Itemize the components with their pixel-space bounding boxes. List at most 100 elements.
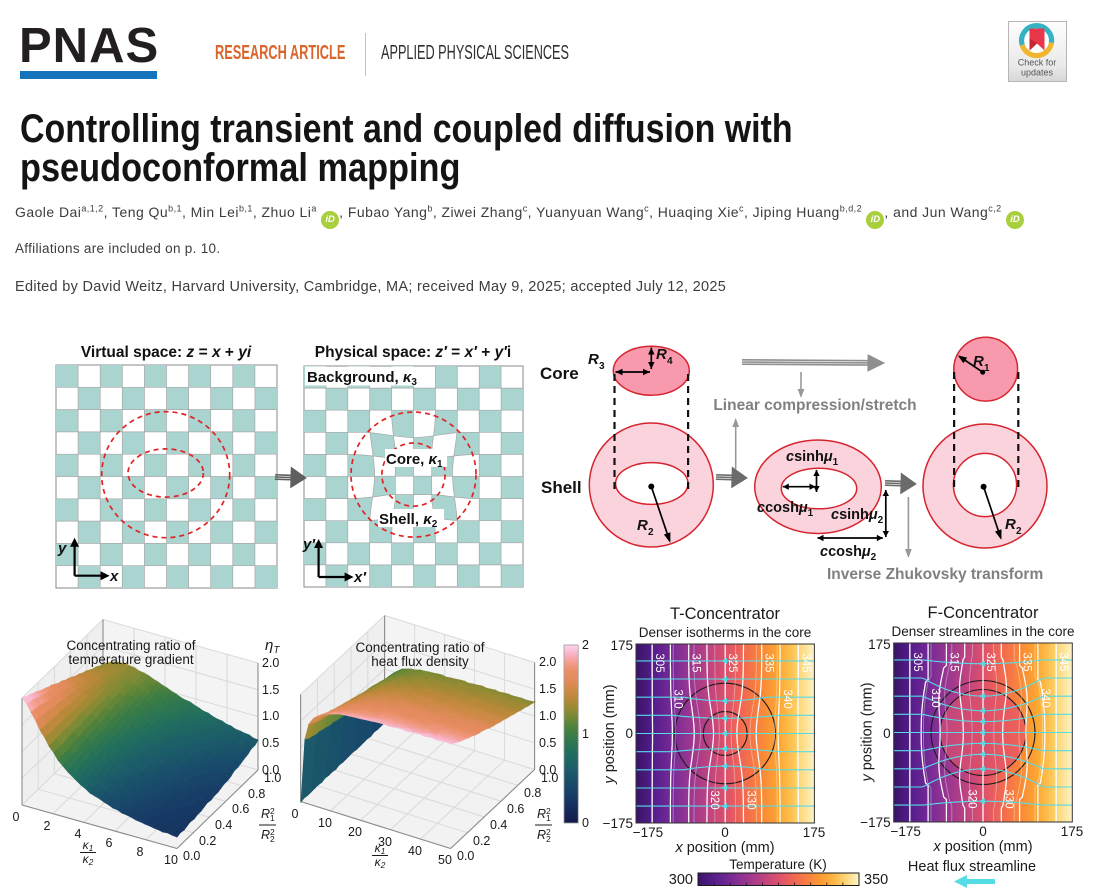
svg-text:0.0: 0.0 <box>183 849 200 863</box>
svg-text:updates: updates <box>1021 68 1054 78</box>
svg-text:1.5: 1.5 <box>539 682 556 696</box>
svg-text:330: 330 <box>745 790 757 809</box>
svg-text:x position (mm): x position (mm) <box>932 839 1032 855</box>
svg-text:Denser isotherms in the core: Denser isotherms in the core <box>639 625 812 640</box>
svg-text:0: 0 <box>292 807 299 821</box>
svg-text:320: 320 <box>708 790 720 809</box>
svg-text:Heat flux streamline: Heat flux streamline <box>908 859 1036 875</box>
svg-text:2.0: 2.0 <box>539 655 556 669</box>
svg-text:175: 175 <box>868 637 891 652</box>
svg-text:temperature gradient: temperature gradient <box>68 652 194 667</box>
svg-text:−175: −175 <box>860 815 890 830</box>
svg-text:2: 2 <box>582 638 589 652</box>
svg-text:2: 2 <box>546 827 551 837</box>
svg-text:R: R <box>973 353 984 370</box>
svg-text:8: 8 <box>137 845 144 859</box>
svg-text:κ1: κ1 <box>83 838 94 853</box>
svg-text:2: 2 <box>44 819 51 833</box>
svg-text:345: 345 <box>1057 652 1069 671</box>
svg-text:y: y <box>57 540 67 557</box>
svg-text:20: 20 <box>348 825 362 839</box>
svg-text:315: 315 <box>690 653 702 672</box>
svg-text:Linear compression/stretch: Linear compression/stretch <box>713 397 916 414</box>
svg-text:0.0: 0.0 <box>539 763 556 777</box>
svg-text:κ2: κ2 <box>375 855 386 870</box>
svg-text:2: 2 <box>546 834 551 844</box>
svg-text:Inverse Zhukovsky transform: Inverse Zhukovsky transform <box>827 566 1043 583</box>
svg-text:Check for: Check for <box>1018 58 1057 68</box>
svg-text:y position (mm): y position (mm) <box>860 682 876 782</box>
svg-text:heat flux density: heat flux density <box>371 654 469 669</box>
svg-text:x′: x′ <box>353 569 367 586</box>
svg-text:325: 325 <box>726 653 738 672</box>
svg-text:1: 1 <box>270 813 275 823</box>
svg-text:335: 335 <box>1021 652 1033 671</box>
svg-text:2: 2 <box>1016 526 1022 537</box>
svg-text:310: 310 <box>929 688 941 707</box>
svg-text:Background, κ3: Background, κ3 <box>307 369 417 388</box>
svg-text:175: 175 <box>803 825 826 840</box>
svg-text:0: 0 <box>582 816 589 830</box>
svg-text:0: 0 <box>625 726 633 741</box>
svg-text:2: 2 <box>270 834 275 844</box>
svg-text:0.8: 0.8 <box>248 787 265 801</box>
svg-text:Core: Core <box>540 364 579 383</box>
svg-text:y position (mm): y position (mm) <box>602 684 618 784</box>
svg-text:0: 0 <box>979 824 987 839</box>
svg-text:Shell: Shell <box>541 478 582 497</box>
svg-text:T-Concentrator: T-Concentrator <box>670 605 781 623</box>
svg-text:3: 3 <box>599 361 605 372</box>
svg-text:0: 0 <box>721 825 729 840</box>
svg-text:R: R <box>261 807 270 821</box>
svg-text:0.8: 0.8 <box>524 786 541 800</box>
svg-text:−175: −175 <box>633 825 663 840</box>
svg-text:csinhμ1: csinhμ1 <box>786 449 839 468</box>
svg-text:0.2: 0.2 <box>473 834 490 848</box>
svg-text:50: 50 <box>438 853 452 867</box>
svg-text:345: 345 <box>799 653 811 672</box>
svg-text:0.5: 0.5 <box>262 736 279 750</box>
svg-text:1.0: 1.0 <box>541 771 558 785</box>
svg-text:175: 175 <box>610 638 633 653</box>
svg-text:305: 305 <box>653 653 665 672</box>
svg-text:330: 330 <box>1002 789 1014 808</box>
svg-text:325: 325 <box>984 652 996 671</box>
svg-text:0.6: 0.6 <box>232 802 249 816</box>
svg-text:Temperature (K): Temperature (K) <box>729 857 827 872</box>
svg-text:R: R <box>537 807 546 821</box>
svg-text:0.4: 0.4 <box>215 818 232 832</box>
svg-text:310: 310 <box>671 689 683 708</box>
svg-text:10: 10 <box>318 816 332 830</box>
svg-text:2: 2 <box>270 827 275 837</box>
svg-text:Core, κ1: Core, κ1 <box>386 451 443 470</box>
svg-text:175: 175 <box>1061 824 1084 839</box>
svg-text:y′: y′ <box>302 536 316 553</box>
svg-text:0.2: 0.2 <box>199 834 216 848</box>
svg-text:F-Concentrator: F-Concentrator <box>928 604 1039 622</box>
svg-text:335: 335 <box>763 653 775 672</box>
svg-text:2: 2 <box>648 527 654 538</box>
svg-text:40: 40 <box>408 844 422 858</box>
svg-text:Denser streamlines in the core: Denser streamlines in the core <box>891 624 1074 639</box>
svg-text:6: 6 <box>106 836 113 850</box>
svg-text:10: 10 <box>164 853 178 867</box>
svg-text:30: 30 <box>378 835 392 849</box>
svg-text:ccoshμ1: ccoshμ1 <box>757 500 814 519</box>
svg-text:1: 1 <box>984 363 990 374</box>
svg-text:x position (mm): x position (mm) <box>674 840 774 856</box>
svg-text:320: 320 <box>966 789 978 808</box>
svg-text:ηT: ηT <box>265 637 280 656</box>
svg-text:R: R <box>537 828 546 842</box>
svg-text:Physical space: z′ = x′ + y′i: Physical space: z′ = x′ + y′i <box>315 344 511 361</box>
svg-text:340: 340 <box>781 689 793 708</box>
svg-text:0: 0 <box>13 810 20 824</box>
svg-text:0.6: 0.6 <box>507 802 524 816</box>
svg-text:0.5: 0.5 <box>539 736 556 750</box>
svg-text:4: 4 <box>75 827 82 841</box>
svg-text:315: 315 <box>947 652 959 671</box>
svg-text:κ2: κ2 <box>83 852 94 867</box>
svg-text:2: 2 <box>270 806 275 816</box>
svg-text:305: 305 <box>911 652 923 671</box>
svg-text:0.0: 0.0 <box>262 763 279 777</box>
svg-text:Shell, κ2: Shell, κ2 <box>379 511 438 530</box>
